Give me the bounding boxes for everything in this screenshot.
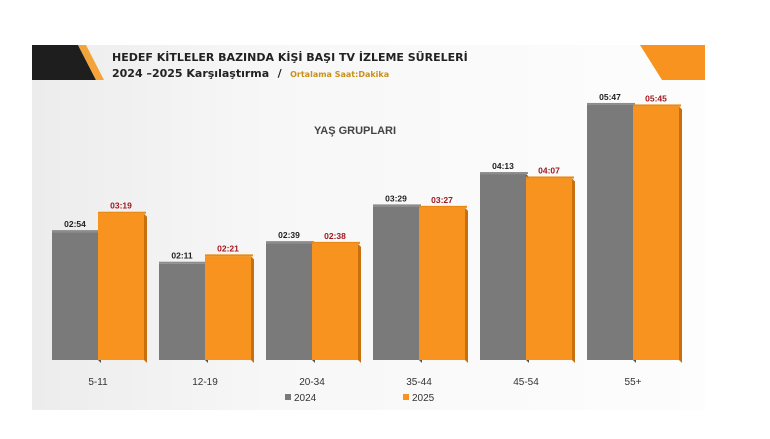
data-label-2025-45-54: 04:07 <box>538 165 560 175</box>
data-label-2025-5-11: 03:19 <box>110 201 132 211</box>
bar-2024-20-34 <box>266 243 312 360</box>
data-label-2025-55+: 05:45 <box>645 93 667 103</box>
black-corner-shape <box>32 45 96 80</box>
legend-label-2025: 2025 <box>412 393 435 404</box>
category-label-55+: 55+ <box>625 377 642 388</box>
bar-side-shade <box>465 207 468 363</box>
category-label-45-54: 45-54 <box>513 377 539 388</box>
bar-top-edge <box>205 254 253 257</box>
legend-swatch-2024 <box>285 394 291 400</box>
bar-side-shade <box>144 213 147 363</box>
chart-title: YAŞ GRUPLARI <box>314 125 396 137</box>
bar-side-shade <box>679 106 682 364</box>
subtitle-separator: / <box>278 67 283 80</box>
category-label-12-19: 12-19 <box>192 377 218 388</box>
data-label-2025-35-44: 03:27 <box>431 195 453 205</box>
bar-top-edge <box>373 204 421 207</box>
legend-swatch-2025 <box>403 394 409 400</box>
bar-top-edge <box>419 205 467 208</box>
bar-2025-5-11 <box>98 213 144 360</box>
data-label-2025-20-34: 02:38 <box>324 231 346 241</box>
bar-2024-12-19 <box>159 263 205 360</box>
bar-2025-45-54 <box>526 178 572 360</box>
bar-2024-5-11 <box>52 232 98 360</box>
bar-2024-35-44 <box>373 206 419 360</box>
category-label-20-34: 20-34 <box>299 377 325 388</box>
data-label-2024-5-11: 02:54 <box>64 219 86 229</box>
bar-side-shade <box>358 243 361 363</box>
category-label-5-11: 5-11 <box>88 377 108 388</box>
bar-2025-12-19 <box>205 256 251 360</box>
data-label-2024-35-44: 03:29 <box>385 193 407 203</box>
slide-subtitle-line: 2024 –2025 Karşılaştırma / Ortalama Saat… <box>112 64 389 81</box>
legend-label-2024: 2024 <box>294 393 317 404</box>
bar-2024-45-54 <box>480 174 526 360</box>
bar-top-edge <box>587 102 635 105</box>
data-label-2024-12-19: 02:11 <box>171 251 193 261</box>
bar-top-edge <box>52 230 100 233</box>
bar-side-shade <box>572 178 575 363</box>
data-label-2024-45-54: 04:13 <box>492 161 514 171</box>
bar-top-edge <box>526 176 574 179</box>
bar-2025-35-44 <box>419 207 465 360</box>
data-label-2025-12-19: 02:21 <box>217 243 239 253</box>
orange-stripe-shape <box>78 45 104 80</box>
subtitle-note: Ortalama Saat:Dakika <box>290 70 389 79</box>
category-label-35-44: 35-44 <box>406 377 432 388</box>
slide-title: HEDEF KİTLELER BAZINDA KİŞİ BAŞI TV İZLE… <box>112 50 468 64</box>
bar-top-edge <box>480 172 528 175</box>
slide-subtitle: 2024 –2025 Karşılaştırma <box>112 67 269 80</box>
bar-top-edge <box>633 104 681 107</box>
data-label-2024-55+: 05:47 <box>599 92 621 102</box>
bar-2025-20-34 <box>312 243 358 360</box>
bar-2025-55+ <box>633 106 679 360</box>
bar-top-edge <box>159 261 207 264</box>
orange-corner-shape <box>640 45 705 80</box>
bar-top-edge <box>312 241 360 244</box>
bar-side-shade <box>251 256 254 363</box>
bar-top-edge <box>98 211 146 214</box>
bar-top-edge <box>266 241 314 244</box>
bar-2024-55+ <box>587 104 633 360</box>
data-label-2024-20-34: 02:39 <box>278 230 300 240</box>
